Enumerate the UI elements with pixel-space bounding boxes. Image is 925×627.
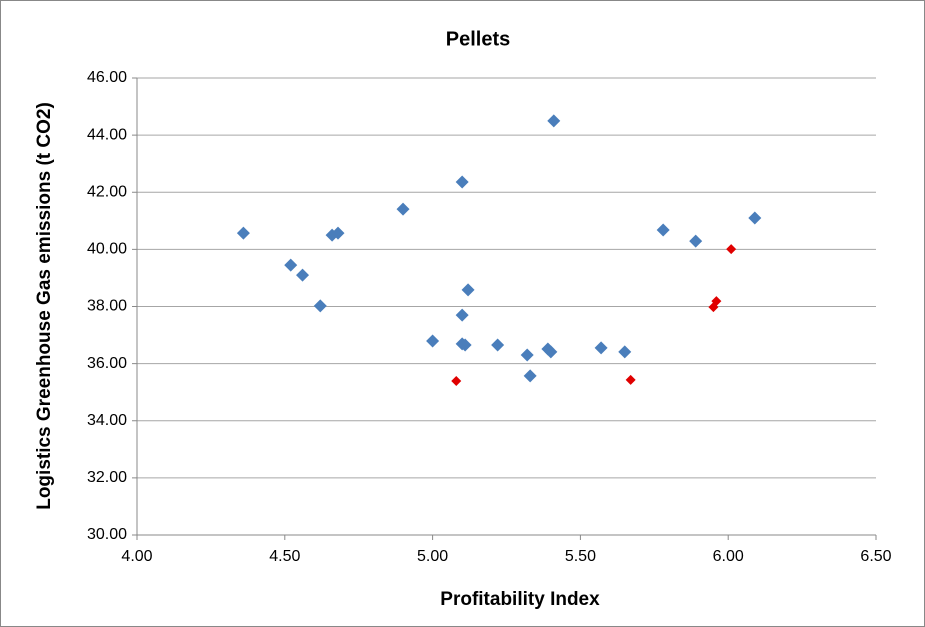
x-tick-label: 6.00	[713, 548, 744, 565]
data-point	[625, 374, 636, 385]
data-point	[594, 341, 608, 355]
data-point	[331, 226, 345, 240]
x-tick-label: 6.50	[860, 548, 891, 565]
data-point	[618, 345, 632, 359]
data-point	[313, 299, 327, 313]
y-tick-label: 42.00	[87, 183, 127, 200]
data-point	[689, 234, 703, 248]
data-point	[461, 283, 475, 297]
chart-title: Pellets	[446, 28, 510, 50]
y-tick-label: 46.00	[87, 69, 127, 86]
data-point	[544, 345, 558, 359]
y-tick-label: 44.00	[87, 126, 127, 143]
data-point	[656, 223, 670, 237]
data-point	[236, 226, 250, 240]
data-point	[708, 302, 719, 313]
data-point	[426, 334, 440, 348]
x-tick-label: 5.00	[417, 548, 448, 565]
data-point	[451, 376, 462, 387]
y-axis-title: Logistics Greenhouse Gas emissions (t CO…	[34, 102, 55, 510]
y-tick-label: 32.00	[87, 469, 127, 486]
data-point	[284, 258, 298, 272]
data-point	[523, 369, 537, 383]
y-tick-label: 40.00	[87, 241, 127, 258]
data-point	[296, 268, 310, 282]
x-axis-title: Profitability Index	[440, 589, 600, 610]
y-tick-label: 30.00	[87, 526, 127, 543]
x-tick-label: 4.50	[269, 548, 300, 565]
x-tick-label: 5.50	[565, 548, 596, 565]
data-point	[547, 114, 561, 128]
data-point	[491, 338, 505, 352]
data-point	[396, 202, 410, 216]
x-tick-label: 4.00	[121, 548, 152, 565]
y-tick-label: 36.00	[87, 355, 127, 372]
data-point	[455, 308, 469, 322]
data-point	[458, 338, 472, 352]
data-point	[748, 211, 762, 225]
y-tick-label: 38.00	[87, 298, 127, 315]
y-tick-label: 34.00	[87, 412, 127, 429]
data-point	[455, 175, 469, 189]
data-point	[520, 348, 534, 362]
data-point	[726, 244, 737, 255]
